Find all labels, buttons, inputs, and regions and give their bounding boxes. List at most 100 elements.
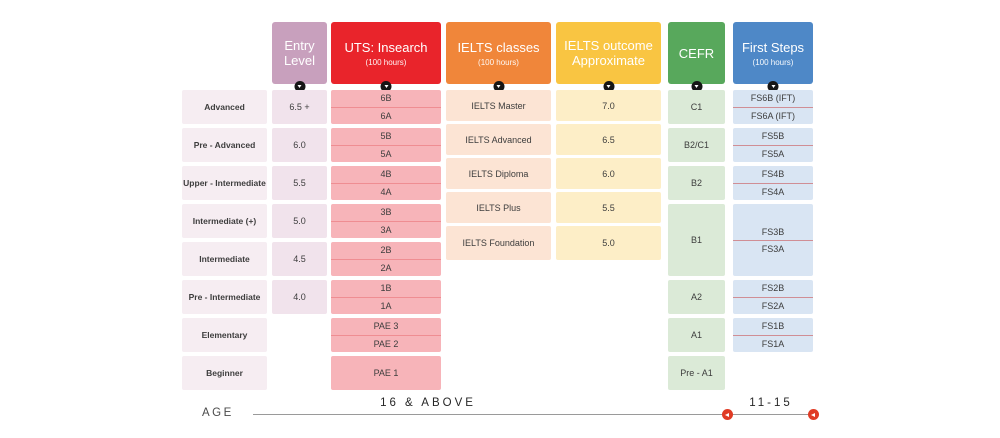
chevron-down-icon: [606, 85, 611, 88]
entry-score: 4.5: [272, 242, 327, 276]
level-label-pre-intermediate: Pre - Intermediate: [182, 280, 267, 314]
cefr-title: CEFR: [678, 45, 715, 61]
first-steps-pair: FS4B FS4A: [733, 166, 813, 200]
first-steps-pair: FS3B FS3A: [733, 204, 813, 276]
ielts-outcome-title-line2: Approximate: [572, 53, 645, 68]
ielts-class: IELTS Foundation: [446, 226, 551, 260]
ielts-class: IELTS Master: [446, 90, 551, 121]
arrow-left-icon: [725, 412, 729, 417]
uts-module-pair: 2B 2A: [331, 242, 441, 276]
cefr-level: B1: [668, 204, 725, 276]
level-label-elementary: Elementary: [182, 318, 267, 352]
ielts-classes-subtitle: (100 hours): [478, 57, 519, 67]
uts-insearch-title: UTS: Insearch: [344, 39, 428, 55]
entry-score: 4.0: [272, 280, 327, 314]
level-label-pre-advanced: Pre - Advanced: [182, 128, 267, 162]
cefr-level: A1: [668, 318, 725, 352]
uts-module-label: 2B: [380, 245, 392, 256]
ielts-outcome-score: 5.0: [556, 226, 661, 260]
ielts-classes-expand-button[interactable]: [493, 81, 504, 92]
uts-module-pair: 5B 5A: [331, 128, 441, 162]
cefr-level: A2: [668, 280, 725, 314]
age-axis-line: [253, 414, 813, 415]
uts-module-pair: 1B 1A: [331, 280, 441, 314]
first-steps-label: FS6A (IFT): [733, 106, 813, 125]
uts-insearch-expand-button[interactable]: [380, 81, 392, 92]
age-axis-label: AGE: [202, 407, 234, 419]
first-steps-expand-button[interactable]: [767, 81, 779, 92]
first-steps-label: FS5A: [733, 144, 813, 163]
cefr-level: Pre - A1: [668, 356, 725, 390]
cefr-expand-button[interactable]: [691, 81, 702, 92]
ielts-classes-title: IELTS classes: [457, 39, 540, 55]
first-steps-label: FS2B: [761, 283, 785, 294]
uts-module-pair: 3B 3A: [331, 204, 441, 238]
uts-module-single: PAE 1: [331, 356, 441, 390]
uts-module-label: 6A: [331, 106, 441, 125]
first-steps-title: First Steps: [741, 39, 805, 55]
ielts-outcome-score: 6.5: [556, 124, 661, 155]
ielts-class: IELTS Advanced: [446, 124, 551, 155]
level-label-beginner: Beginner: [182, 356, 267, 390]
level-label-advanced: Advanced: [182, 90, 267, 124]
uts-module-label: 3A: [331, 220, 441, 239]
entry-level-title-line1: Entry: [284, 38, 315, 53]
uts-module-label: PAE 2: [331, 334, 441, 353]
uts-module-pair: 6B 6A: [331, 90, 441, 124]
cefr-header: CEFR: [668, 22, 725, 92]
entry-score: 6.5 +: [272, 90, 327, 124]
ielts-outcome-score: 7.0: [556, 90, 661, 121]
first-steps-label: FS2A: [733, 296, 813, 315]
level-label-intermediate-plus: Intermediate (+): [182, 204, 267, 238]
entry-score: 5.0: [272, 204, 327, 238]
ielts-outcome-expand-button[interactable]: [603, 81, 614, 92]
first-steps-pair: FS2B FS2A: [733, 280, 813, 314]
first-steps-label: FS1A: [733, 334, 813, 353]
first-steps-label: FS4A: [733, 182, 813, 201]
uts-module-label: 4A: [331, 182, 441, 201]
first-steps-label: FS3B: [761, 226, 785, 237]
level-label-upper-intermediate: Upper - Intermediate: [182, 166, 267, 200]
first-steps-label: FS3A: [733, 239, 813, 257]
uts-module-label: 5A: [331, 144, 441, 163]
uts-module-pair: 4B 4A: [331, 166, 441, 200]
uts-module-label: 4B: [380, 169, 392, 180]
level-label-intermediate: Intermediate: [182, 242, 267, 276]
age-marker: [722, 409, 733, 420]
uts-module-label: 1B: [380, 283, 392, 294]
cefr-level: C1: [668, 90, 725, 124]
ielts-classes-header: IELTS classes (100 hours): [446, 22, 551, 92]
uts-insearch-header: UTS: Insearch (100 hours): [331, 22, 441, 92]
chevron-down-icon: [694, 85, 699, 88]
first-steps-label: FS1B: [761, 321, 785, 332]
first-steps-label: FS6B (IFT): [750, 93, 796, 104]
chevron-down-icon: [496, 85, 501, 88]
entry-score: 6.0: [272, 128, 327, 162]
arrow-left-icon: [811, 412, 815, 417]
ielts-outcome-title-line1: IELTS outcome: [564, 38, 653, 53]
cefr-level: B2: [668, 166, 725, 200]
ielts-class: IELTS Plus: [446, 192, 551, 223]
uts-insearch-subtitle: (100 hours): [365, 57, 407, 67]
first-steps-subtitle: (100 hours): [752, 57, 794, 67]
uts-module-label: 3B: [380, 207, 392, 218]
entry-level-header: Entry Level: [272, 22, 327, 92]
uts-module-label: PAE 3: [373, 321, 399, 332]
first-steps-header: First Steps (100 hours): [733, 22, 813, 92]
ielts-class: IELTS Diploma: [446, 158, 551, 189]
first-steps-pair: FS5B FS5A: [733, 128, 813, 162]
entry-level-expand-button[interactable]: [294, 81, 305, 92]
age-marker: [808, 409, 819, 420]
uts-module-label: 2A: [331, 258, 441, 277]
first-steps-pair: FS6B (IFT) FS6A (IFT): [733, 90, 813, 124]
uts-module-label: 5B: [380, 131, 392, 142]
age-group-11-15: 11-15: [749, 397, 793, 409]
first-steps-pair: FS1B FS1A: [733, 318, 813, 352]
age-group-16-above: 16 & ABOVE: [380, 397, 476, 409]
first-steps-label: FS5B: [761, 131, 785, 142]
entry-level-title-line2: Level: [283, 53, 316, 68]
ielts-outcome-score: 6.0: [556, 158, 661, 189]
chevron-down-icon: [384, 85, 388, 88]
uts-module-label: 6B: [380, 93, 392, 104]
